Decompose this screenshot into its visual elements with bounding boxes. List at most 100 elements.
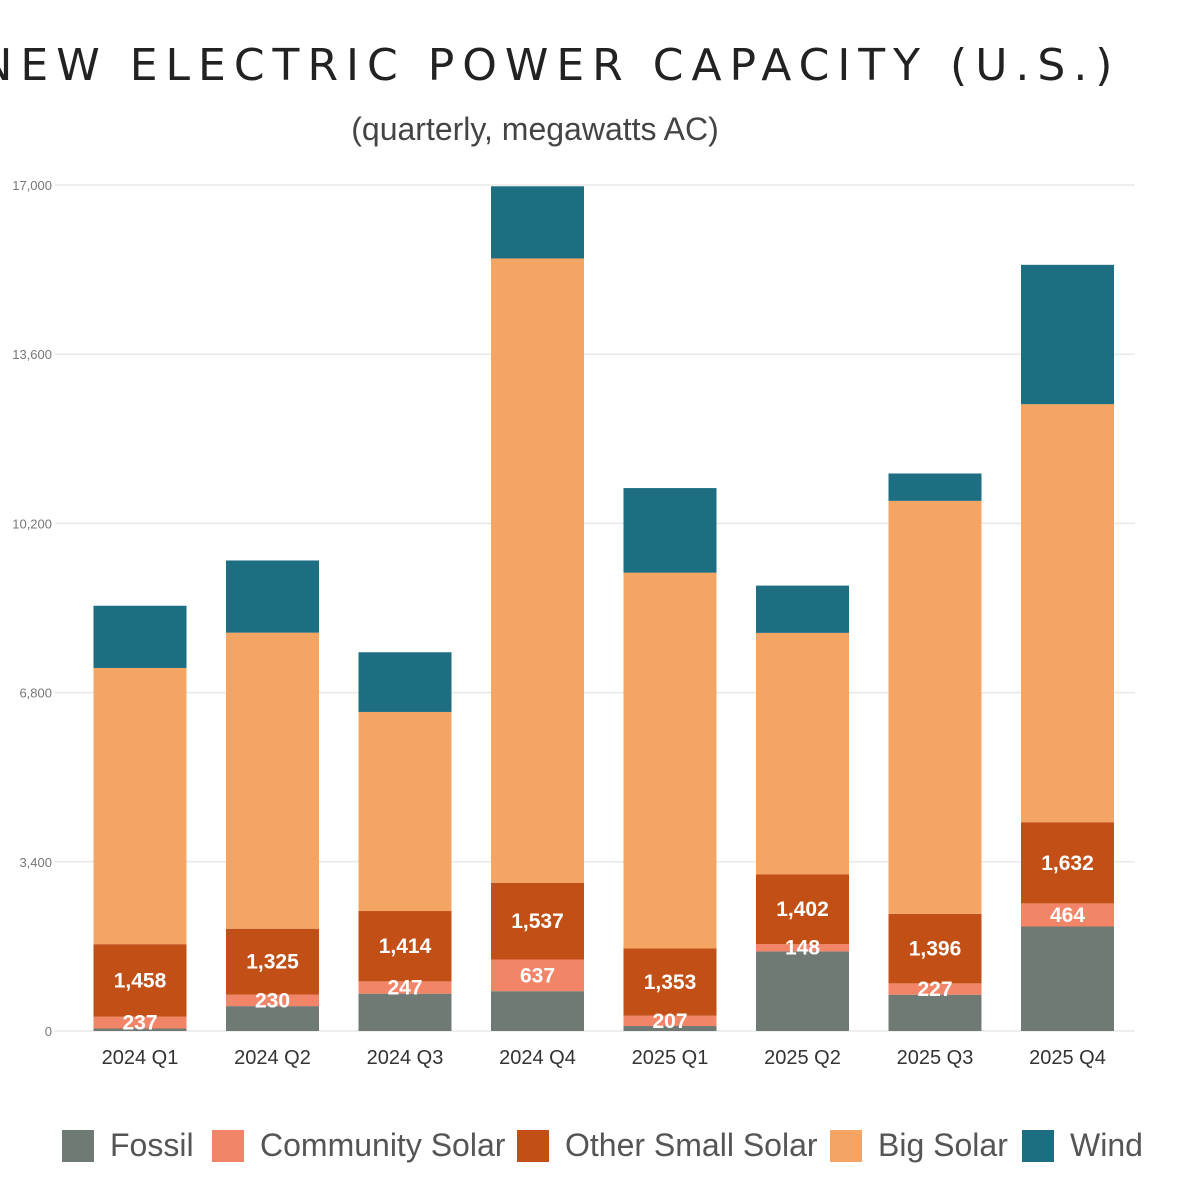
legend-item-wind: Wind (1022, 1127, 1143, 1163)
bar-community-solar-2025-q2 (756, 944, 849, 952)
x-tick-label: 2024 Q1 (102, 1047, 179, 1069)
data-label-community-solar-2025-q3: 227 (917, 978, 952, 1001)
data-label-community-solar-2024-q2: 230 (255, 989, 290, 1012)
chart-title: NEW ELECTRIC POWER CAPACITY (U.S.) (0, 40, 1120, 91)
bar-community-solar-2024-q3 (358, 981, 452, 994)
data-label-other-small-solar-2024-q4: 1,537 (511, 910, 564, 933)
bar-fossil-2025-q1 (623, 1026, 717, 1031)
x-tick-label: 2024 Q3 (367, 1047, 444, 1069)
legend-item-community-solar: Community Solar (212, 1127, 506, 1163)
bar-other-small-solar-2024-q3 (358, 911, 452, 982)
data-label-other-small-solar-2024-q1: 1,458 (114, 969, 167, 992)
bar-wind-2024-q2 (226, 560, 319, 633)
data-label-other-small-solar-2024-q3: 1,414 (379, 935, 432, 958)
bar-community-solar-2024-q4 (491, 959, 584, 992)
bar-community-solar-2025-q1 (623, 1015, 717, 1027)
x-tick-label: 2024 Q4 (499, 1047, 576, 1069)
legend-swatch (830, 1130, 862, 1162)
y-tick-label: 10,200 (12, 516, 52, 531)
legend-label: Big Solar (878, 1127, 1008, 1163)
x-tick-label: 2025 Q4 (1029, 1047, 1106, 1069)
data-label-other-small-solar-2024-q2: 1,325 (246, 951, 299, 974)
bar-big-solar-2024-q1 (93, 667, 187, 945)
bar-stack-2025-q1 (623, 488, 717, 1031)
bar-stack-2024-q4 (491, 186, 584, 1031)
legend-swatch (212, 1130, 244, 1162)
y-tick-label: 13,600 (12, 347, 52, 362)
x-tick-label: 2025 Q3 (897, 1047, 974, 1069)
legend-label: Other Small Solar (565, 1127, 818, 1163)
data-label-other-small-solar-2025-q3: 1,396 (909, 938, 962, 961)
data-label-community-solar-2024-q1: 237 (122, 1012, 157, 1035)
bar-other-small-solar-2024-q2 (226, 928, 319, 995)
bar-big-solar-2024-q4 (491, 258, 584, 883)
bar-big-solar-2025-q2 (756, 632, 849, 875)
bar-wind-2025-q2 (756, 585, 849, 633)
x-tick-label: 2025 Q1 (632, 1047, 709, 1069)
bar-fossil-2025-q3 (888, 994, 982, 1031)
bar-other-small-solar-2025-q3 (888, 913, 982, 984)
data-label-community-solar-2024-q4: 637 (520, 964, 555, 987)
bar-community-solar-2024-q2 (226, 994, 319, 1007)
bar-fossil-2025-q2 (756, 951, 849, 1031)
bar-stack-2025-q2 (756, 585, 849, 1031)
bar-community-solar-2025-q4 (1021, 903, 1114, 927)
bar-other-small-solar-2024-q1 (93, 944, 187, 1017)
bar-wind-2025-q1 (623, 488, 717, 573)
legend-label: Fossil (110, 1127, 194, 1163)
y-tick-label: 3,400 (19, 855, 52, 870)
data-label-community-solar-2025-q4: 464 (1050, 904, 1085, 927)
legend-item-fossil: Fossil (62, 1127, 194, 1163)
bar-fossil-2024-q1 (93, 1028, 187, 1031)
bar-community-solar-2025-q3 (888, 983, 982, 995)
bar-wind-2024-q4 (491, 186, 584, 259)
bar-stack-2024-q1 (93, 605, 187, 1031)
x-tick-label: 2025 Q2 (764, 1047, 841, 1069)
bar-community-solar-2024-q1 (93, 1016, 187, 1029)
bar-stack-2024-q2 (226, 560, 319, 1031)
legend-item-big-solar: Big Solar (830, 1127, 1008, 1163)
legend-swatch (62, 1130, 94, 1162)
x-tick-label: 2024 Q2 (234, 1047, 311, 1069)
data-label-other-small-solar-2025-q4: 1,632 (1041, 852, 1094, 875)
bar-big-solar-2024-q3 (358, 711, 452, 912)
bar-big-solar-2025-q1 (623, 572, 717, 949)
bar-other-small-solar-2024-q4 (491, 882, 584, 960)
data-label-other-small-solar-2025-q1: 1,353 (644, 971, 697, 994)
bar-stack-2025-q3 (888, 473, 982, 1031)
chart-subtitle: (quarterly, megawatts AC) (351, 111, 719, 147)
bar-fossil-2024-q2 (226, 1006, 319, 1031)
data-label-other-small-solar-2025-q2: 1,402 (776, 898, 829, 921)
legend: Fossil Community Solar Other Small Solar Bi… (62, 1127, 1143, 1163)
bar-wind-2024-q3 (358, 652, 452, 712)
legend-swatch (517, 1130, 549, 1162)
bar-stack-2025-q4 (1021, 264, 1114, 1031)
bar-wind-2025-q4 (1021, 264, 1114, 405)
legend-item-other-small-solar: Other Small Solar (517, 1127, 818, 1163)
bar-other-small-solar-2025-q1 (623, 948, 717, 1016)
bar-big-solar-2025-q4 (1021, 404, 1114, 823)
data-labels: 237 1,458 230 1,325 247 1,414 637 1,537 207 1,353… (114, 852, 1094, 1035)
bar-wind-2025-q3 (888, 473, 982, 501)
bar-stack-2024-q3 (358, 652, 452, 1031)
data-label-community-solar-2025-q1: 207 (652, 1010, 687, 1033)
x-axis: 2024 Q1 2024 Q2 2024 Q3 2024 Q4 2025 Q1 2025 … (102, 1047, 1106, 1069)
legend-label: Community Solar (260, 1127, 506, 1163)
data-label-community-solar-2024-q3: 247 (387, 977, 422, 1000)
bars (93, 186, 1114, 1031)
legend-swatch (1022, 1130, 1054, 1162)
y-tick-label: 6,800 (19, 686, 52, 701)
bar-big-solar-2025-q3 (888, 500, 982, 914)
bar-other-small-solar-2025-q4 (1021, 822, 1114, 904)
y-tick-label: 0 (45, 1024, 52, 1039)
legend-label: Wind (1070, 1127, 1143, 1163)
data-label-community-solar-2025-q2: 148 (785, 937, 820, 960)
bar-fossil-2024-q4 (491, 991, 584, 1031)
y-axis: 0 3,400 6,800 10,200 13,600 17,000 (12, 178, 52, 1039)
bar-wind-2024-q1 (93, 605, 187, 668)
bar-other-small-solar-2025-q2 (756, 874, 849, 945)
bar-fossil-2025-q4 (1021, 926, 1114, 1031)
bar-big-solar-2024-q2 (226, 632, 319, 929)
bar-fossil-2024-q3 (358, 993, 452, 1031)
